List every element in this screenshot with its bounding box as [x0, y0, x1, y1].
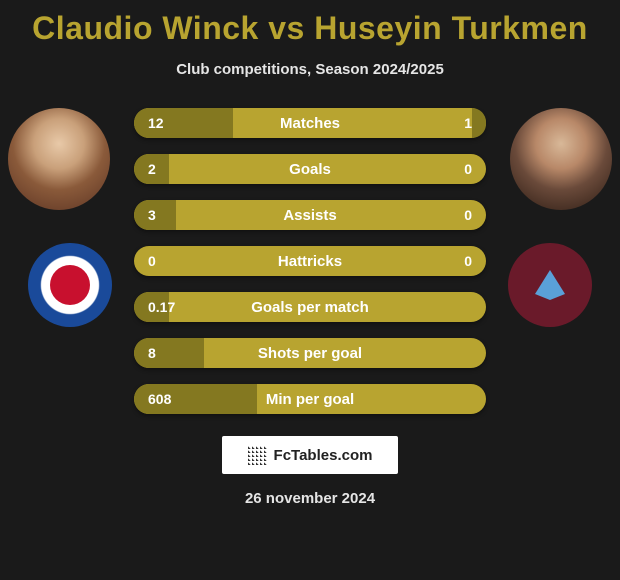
- player-left-avatar: [8, 108, 110, 210]
- stat-value-right: 0: [464, 253, 472, 269]
- stat-label: Goals per match: [251, 299, 369, 316]
- stat-label: Min per goal: [266, 391, 354, 408]
- stat-value-right: 0: [464, 207, 472, 223]
- stat-label: Matches: [280, 115, 340, 132]
- stat-row: 2 Goals 0: [134, 154, 486, 184]
- stat-label: Hattricks: [278, 253, 342, 270]
- stat-fill-right: [472, 108, 486, 138]
- stat-value-left: 0: [148, 253, 156, 269]
- snapshot-date: 26 november 2024: [0, 490, 620, 507]
- comparison-title: Claudio Winck vs Huseyin Turkmen: [0, 0, 620, 47]
- stat-row: 12 Matches 1: [134, 108, 486, 138]
- stat-value-left: 608: [148, 391, 171, 407]
- stat-row: 0.17 Goals per match: [134, 292, 486, 322]
- stat-label: Shots per goal: [258, 345, 362, 362]
- stat-value-left: 2: [148, 161, 156, 177]
- player-right-avatar: [510, 108, 612, 210]
- stat-label: Goals: [289, 161, 331, 178]
- comparison-body: 12Matches12Goals03Assists00Hattricks00.1…: [0, 108, 620, 414]
- stat-value-left: 3: [148, 207, 156, 223]
- branding-chart-icon: [248, 445, 268, 465]
- stat-row: 8 Shots per goal: [134, 338, 486, 368]
- stat-fill-left: [134, 338, 204, 368]
- season-subtitle: Club competitions, Season 2024/2025: [0, 61, 620, 78]
- stat-row: 0 Hattricks 0: [134, 246, 486, 276]
- stat-row: 608 Min per goal: [134, 384, 486, 414]
- stat-bars-container: 12Matches12Goals03Assists00Hattricks00.1…: [134, 108, 486, 414]
- stat-value-left: 8: [148, 345, 156, 361]
- club-right-badge: [508, 243, 592, 327]
- branding-badge: FcTables.com: [222, 436, 398, 474]
- stat-value-left: 12: [148, 115, 164, 131]
- stat-label: Assists: [283, 207, 336, 224]
- club-left-badge: [28, 243, 112, 327]
- stat-value-left: 0.17: [148, 299, 175, 315]
- stat-value-right: 1: [464, 115, 472, 131]
- branding-text: FcTables.com: [274, 447, 373, 464]
- stat-value-right: 0: [464, 161, 472, 177]
- stat-row: 3 Assists 0: [134, 200, 486, 230]
